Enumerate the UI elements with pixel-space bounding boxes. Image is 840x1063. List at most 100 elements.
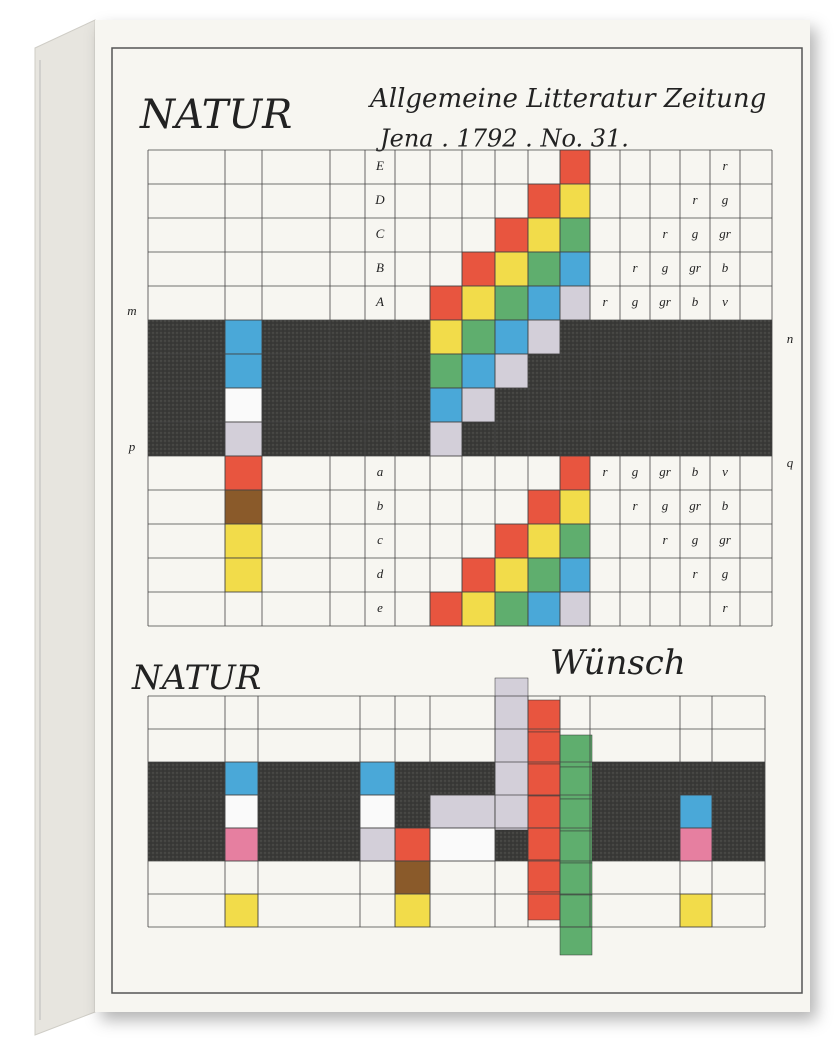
color-cell (224, 827, 259, 862)
row-letter: e (377, 600, 383, 615)
cell-letter: r (602, 464, 608, 479)
color-cell (559, 455, 591, 491)
color-cell (224, 489, 263, 525)
cell-letter: g (632, 294, 639, 309)
color-cell (224, 523, 263, 559)
color-cell (429, 591, 463, 627)
color-cell (394, 827, 431, 862)
color-cell (679, 893, 713, 928)
row-letter: E (375, 158, 384, 173)
color-cell (494, 677, 529, 831)
row-letter: A (375, 294, 384, 309)
color-cell (461, 387, 496, 423)
color-cell (429, 387, 463, 423)
lower-table (147, 677, 766, 956)
color-cell (559, 798, 593, 832)
color-cell (461, 591, 496, 627)
cell-letter: gr (719, 226, 732, 241)
color-cell (559, 523, 591, 559)
color-cell (527, 795, 561, 829)
color-cell (559, 830, 593, 864)
cell-letter: gr (689, 260, 702, 275)
color-cell (527, 285, 561, 321)
cell-letter: r (722, 600, 728, 615)
color-cell (461, 319, 496, 355)
color-cell (224, 794, 259, 829)
cell-letter: g (722, 566, 729, 581)
canvas-side (34, 19, 96, 1036)
cell-letter: gr (689, 498, 702, 513)
imprint: Jena . 1792 . No. 31. (375, 125, 629, 153)
color-cell (559, 926, 593, 956)
cell-letter: v (722, 294, 728, 309)
row-letter: D (374, 192, 385, 207)
color-cell (527, 731, 561, 765)
color-cell (494, 217, 529, 253)
color-cell (429, 421, 463, 457)
color-cell (461, 353, 496, 389)
side-label: m (127, 303, 136, 318)
cell-letter: gr (659, 294, 672, 309)
row-letter: b (377, 498, 384, 513)
color-cell (527, 827, 561, 861)
color-cell (224, 761, 259, 796)
color-cell (494, 557, 529, 593)
color-cell (224, 319, 263, 355)
color-cell (559, 149, 591, 185)
color-cell (527, 859, 561, 893)
color-cell (527, 763, 561, 797)
cell-letter: r (722, 158, 728, 173)
color-cell (429, 285, 463, 321)
color-cell (494, 285, 529, 321)
cell-letter: g (662, 260, 669, 275)
color-cell (394, 893, 431, 928)
cell-letter: r (692, 566, 698, 581)
color-cell (559, 894, 593, 928)
lower-subtitle: Wünsch (550, 643, 686, 683)
cell-letter: b (692, 294, 699, 309)
color-cell (527, 183, 561, 219)
color-cell (527, 489, 561, 525)
color-cell (494, 319, 529, 355)
cell-letter: r (662, 226, 668, 241)
color-cell (429, 827, 496, 862)
cell-letter: r (662, 532, 668, 547)
title: NATUR (139, 92, 292, 138)
color-cell (559, 183, 591, 219)
color-cell (559, 217, 591, 253)
upper-table: EDCBAabcderrrrggrrgggrgrrrgggrgrbbrrgggr… (127, 149, 794, 627)
color-cell (559, 862, 593, 896)
cell-letter: gr (719, 532, 732, 547)
cell-letter: b (692, 464, 699, 479)
color-cell (224, 455, 263, 491)
color-cell (527, 523, 561, 559)
color-cell (494, 591, 529, 627)
color-cell (494, 523, 529, 559)
cell-letter: r (632, 260, 638, 275)
cell-letter: r (632, 498, 638, 513)
color-cell (679, 827, 713, 862)
color-cell (494, 251, 529, 287)
row-letter: a (377, 464, 384, 479)
color-cell (429, 319, 463, 355)
journal: Allgemeine Litteratur Zeitung (368, 84, 766, 114)
color-cell (461, 285, 496, 321)
color-cell (224, 421, 263, 457)
row-letter: C (376, 226, 385, 241)
color-cell (527, 891, 561, 921)
color-cell (394, 860, 431, 895)
cell-letter: g (692, 226, 699, 241)
row-letter: B (376, 260, 384, 275)
color-cell (359, 761, 396, 796)
row-letter: d (377, 566, 384, 581)
cell-letter: b (722, 498, 729, 513)
side-label: n (787, 331, 794, 346)
cell-letter: r (692, 192, 698, 207)
color-cell (527, 217, 561, 253)
color-cell (527, 591, 561, 627)
color-cell (224, 557, 263, 593)
color-cell (559, 489, 591, 525)
cell-letter: g (692, 532, 699, 547)
